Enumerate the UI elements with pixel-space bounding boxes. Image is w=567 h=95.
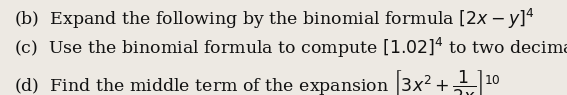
Text: (d)  Find the middle term of the expansion $\left[3x^2+\dfrac{1}{2x}\right]^{10}: (d) Find the middle term of the expansio… — [14, 68, 501, 95]
Text: (c)  Use the binomial formula to compute $[1.02]^{4}$ to two decimal places: (c) Use the binomial formula to compute … — [14, 35, 567, 60]
Text: (b)  Expand the following by the binomial formula $[2x-y]^{4}$: (b) Expand the following by the binomial… — [14, 7, 535, 31]
